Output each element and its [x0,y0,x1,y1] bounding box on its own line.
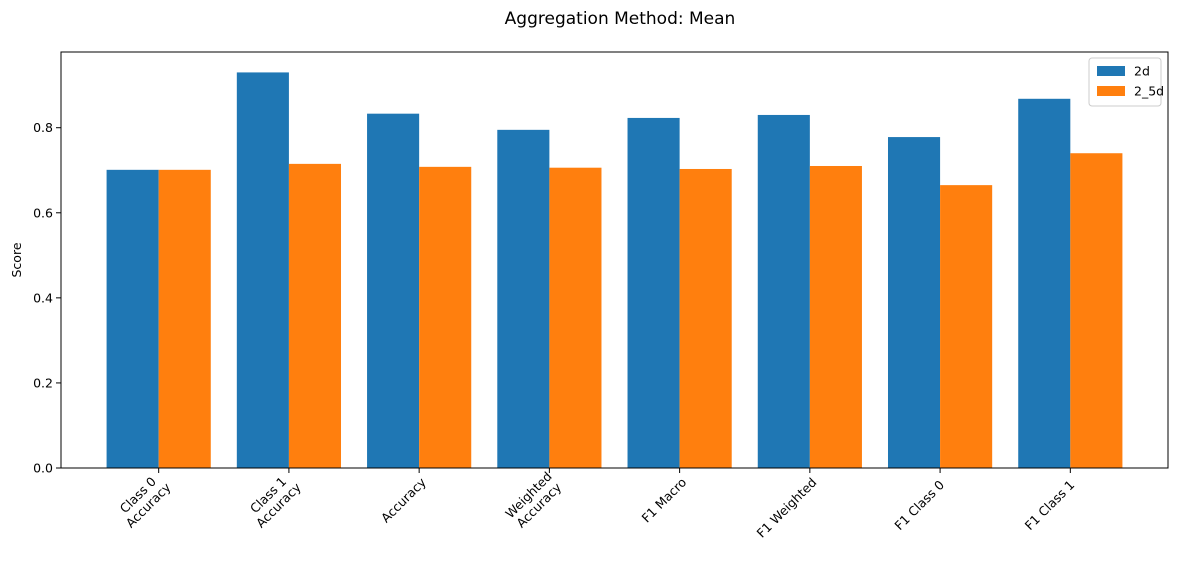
x-tick-label-5: F1 Weighted [754,475,820,541]
x-tick-label-line: F1 Macro [638,475,689,526]
y-tick-label-2: 0.4 [33,290,53,305]
x-tick-label-line: Accuracy [378,474,429,525]
legend: 2d 2_5d [1088,57,1164,107]
chart-title: Aggregation Method: Mean [505,9,736,29]
bar-2d-1 [236,72,289,468]
plot-frame [60,51,1169,469]
bar-2_5d-4 [679,168,732,468]
bar-2_5d-1 [288,163,342,468]
legend-label-2d: 2d [1134,64,1150,79]
x-tick-label-line: F1 Weighted [754,475,820,541]
bar-2_5d-6 [940,185,993,468]
y-tick-label-4: 0.8 [33,120,53,135]
x-tick-label-6: F1 Class 0 [891,477,947,533]
legend-swatch-2_5d [1097,86,1125,96]
bar-2d-2 [367,113,420,469]
bar-2d-7 [1018,98,1071,468]
x-tick-label-1: Class 1Accuracy [243,469,305,531]
bar-2_5d-2 [419,166,472,468]
legend-swatch-2d [1097,66,1125,76]
y-tick-label-3: 0.6 [33,205,53,220]
x-tick-label-0: Class 0Accuracy [112,469,174,531]
x-tick-label-7: F1 Class 1 [1022,477,1078,533]
bar-2_5d-5 [809,165,862,468]
bar-2d-6 [887,137,941,468]
x-tick-label-2: Accuracy [378,474,429,525]
y-axis-label: Score [9,242,24,277]
bars-layer [106,72,1123,469]
bar-2_5d-0 [158,169,211,468]
bar-2d-5 [757,114,810,468]
y-axis: 0.0 0.2 0.4 0.6 0.8 [33,120,61,476]
x-tick-label-3: WeightedAccuracy [502,469,565,532]
bar-2_5d-3 [549,167,602,469]
bar-2d-3 [497,129,550,468]
x-axis: Class 0Accuracy Class 1Accuracy Accuracy We… [112,468,1078,541]
y-tick-label-0: 0.0 [33,461,53,476]
x-tick-label-line: F1 Class 1 [1022,477,1078,533]
bar-2_5d-7 [1070,153,1123,468]
legend-label-2_5d: 2_5d [1134,84,1164,99]
bar-2d-0 [106,169,159,468]
bar-2d-4 [627,117,680,468]
x-tick-label-4: F1 Macro [638,475,689,526]
x-tick-label-line: F1 Class 0 [891,477,947,533]
y-tick-label-1: 0.2 [33,375,53,390]
legend-box [1088,57,1162,107]
